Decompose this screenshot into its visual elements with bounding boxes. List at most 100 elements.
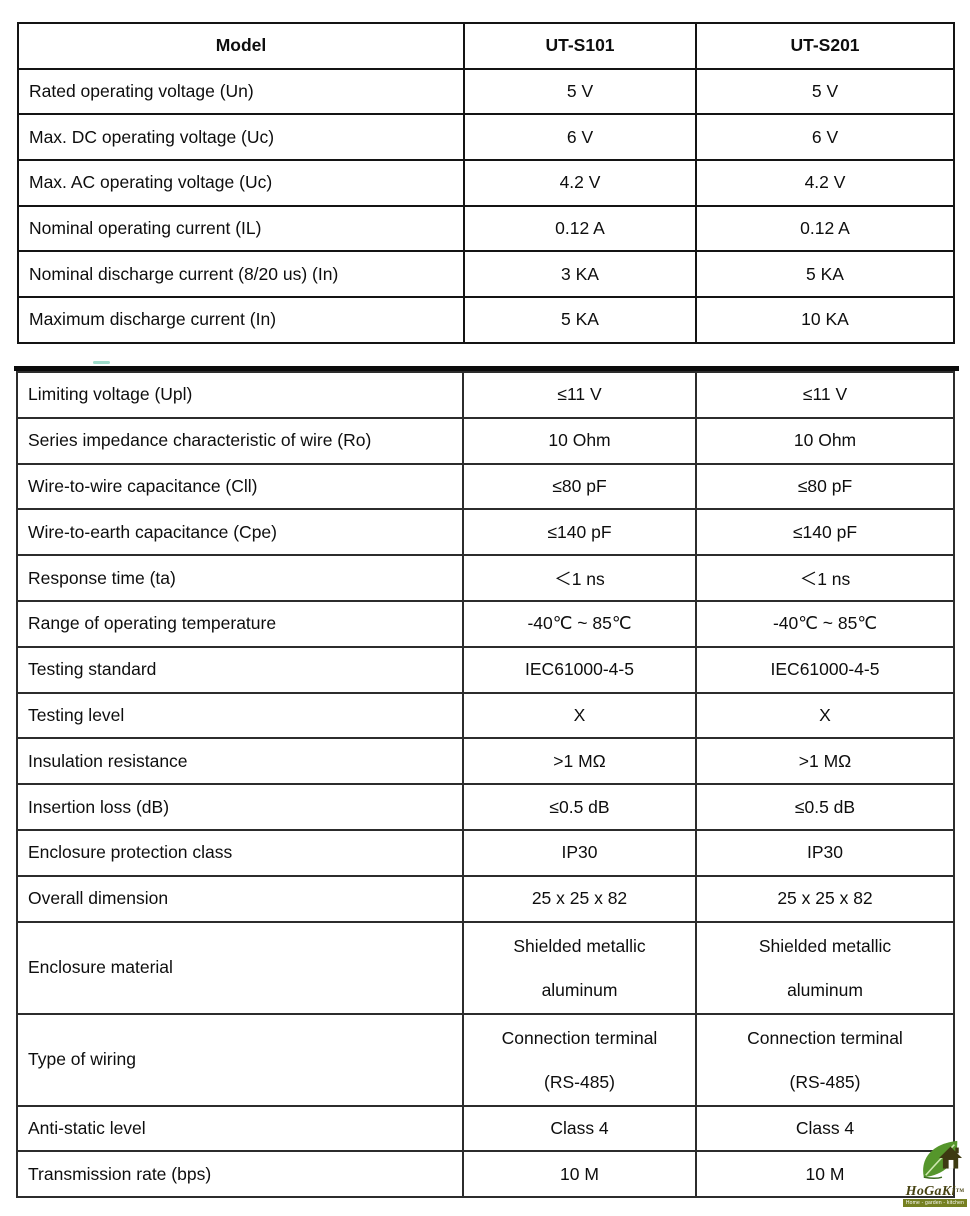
ut-s101-value: ≤11 V (462, 371, 697, 419)
ut-s201-value: 25 x 25 x 82 (695, 874, 955, 923)
characteristics-table: Limiting voltage (Upl) ≤11 V ≤11 V Serie… (16, 371, 955, 1199)
ut-s201-value: 6 V (695, 113, 955, 162)
row-label: Range of operating temperature (16, 599, 464, 648)
scan-artifact-mark (93, 361, 110, 364)
ut-s101-value: ≤0.5 dB (462, 783, 697, 831)
ratings-header-ut-s101: UT-S101 (463, 22, 697, 70)
ut-s201-value: 0.12 A (695, 204, 955, 253)
row-label: Overall dimension (16, 874, 464, 923)
ut-s201-value: >1 MΩ (695, 737, 955, 786)
table-row: Insulation resistance >1 MΩ >1 MΩ (16, 737, 955, 786)
ut-s201-value: ≤0.5 dB (695, 783, 955, 831)
row-label: Type of wiring (16, 1012, 464, 1107)
ut-s101-value: IEC61000-4-5 (462, 645, 697, 694)
row-label: Insertion loss (dB) (16, 783, 464, 831)
row-label: Enclosure protection class (16, 828, 464, 877)
ut-s201-value: Connection terminal (RS-485) (695, 1012, 955, 1107)
ut-s101-value: 10 Ohm (462, 416, 697, 465)
ut-s101-value: 5 V (463, 67, 697, 116)
table-row: Enclosure material Shielded metallic alu… (16, 920, 955, 1015)
row-label: Max. AC operating voltage (Uc) (17, 159, 465, 207)
ut-s101-value: Shielded metallic aluminum (462, 920, 697, 1015)
brand-watermark: HoGaKiTM Home - garden - kitchen (903, 1138, 967, 1207)
table-row: Response time (ta) ＜1 ns ＜1 ns (16, 554, 955, 602)
table-row: Testing standard IEC61000-4-5 IEC61000-4… (16, 645, 955, 694)
ut-s101-value: 10 M (462, 1150, 697, 1199)
row-label: Limiting voltage (Upl) (16, 371, 464, 419)
table-top-rule (14, 366, 959, 371)
table-row: Enclosure protection class IP30 IP30 (16, 828, 955, 877)
ut-s101-value: 6 V (463, 113, 697, 162)
ut-s101-value: Connection terminal (RS-485) (462, 1012, 697, 1107)
trademark-symbol: TM (955, 1189, 965, 1194)
row-label: Anti-static level (16, 1104, 464, 1153)
ratings-header-ut-s201: UT-S201 (695, 22, 955, 70)
ratings-header-row: Model UT-S101 UT-S201 (17, 22, 955, 70)
ut-s201-value: ≤140 pF (695, 508, 955, 557)
table-row: Overall dimension 25 x 25 x 82 25 x 25 x… (16, 874, 955, 923)
ut-s201-value: ＜1 ns (695, 554, 955, 602)
ut-s201-value: 5 KA (695, 250, 955, 299)
table-row: Wire-to-earth capacitance (Cpe) ≤140 pF … (16, 508, 955, 557)
table-row: Max. DC operating voltage (Uc) 6 V 6 V (17, 113, 955, 162)
table-row: Max. AC operating voltage (Uc) 4.2 V 4.2… (17, 159, 955, 207)
ut-s101-value: ＜1 ns (462, 554, 697, 602)
ut-s201-value: IEC61000-4-5 (695, 645, 955, 694)
ut-s101-value: IP30 (462, 828, 697, 877)
table-row: Insertion loss (dB) ≤0.5 dB ≤0.5 dB (16, 783, 955, 831)
ut-s201-value: ≤11 V (695, 371, 955, 419)
house-icon (939, 1146, 962, 1169)
ut-s101-value: -40℃ ~ 85℃ (462, 599, 697, 648)
row-label: Transmission rate (bps) (16, 1150, 464, 1199)
leaf-house-logo-icon (923, 1140, 962, 1179)
ut-s101-value: Class 4 (462, 1104, 697, 1153)
table-row: Limiting voltage (Upl) ≤11 V ≤11 V (16, 371, 955, 419)
ut-s101-value: 25 x 25 x 82 (462, 874, 697, 923)
row-label: Wire-to-wire capacitance (Cll) (16, 462, 464, 511)
row-label: Testing standard (16, 645, 464, 694)
ut-s101-value: 5 KA (463, 296, 697, 344)
row-label: Enclosure material (16, 920, 464, 1015)
row-label: Testing level (16, 691, 464, 740)
table-row: Testing level X X (16, 691, 955, 740)
ut-s201-value: 10 Ohm (695, 416, 955, 465)
ut-s201-value: X (695, 691, 955, 740)
table-row: Series impedance characteristic of wire … (16, 416, 955, 465)
row-label: Maximum discharge current (In) (17, 296, 465, 344)
table-row: Transmission rate (bps) 10 M 10 M (16, 1150, 955, 1199)
ut-s101-value: ≤80 pF (462, 462, 697, 511)
table-row: Type of wiring Connection terminal (RS-4… (16, 1012, 955, 1107)
table-row: Nominal operating current (IL) 0.12 A 0.… (17, 204, 955, 253)
row-label: Max. DC operating voltage (Uc) (17, 113, 465, 162)
row-label: Rated operating voltage (Un) (17, 67, 465, 116)
ut-s201-value: IP30 (695, 828, 955, 877)
brand-name: HoGaKiTM (905, 1184, 965, 1199)
row-label: Response time (ta) (16, 554, 464, 602)
table-row: Nominal discharge current (8/20 us) (In)… (17, 250, 955, 299)
row-label: Series impedance characteristic of wire … (16, 416, 464, 465)
row-label: Insulation resistance (16, 737, 464, 786)
row-label: Nominal operating current (IL) (17, 204, 465, 253)
row-label: Nominal discharge current (8/20 us) (In) (17, 250, 465, 299)
ut-s101-value: 0.12 A (463, 204, 697, 253)
ratings-table: Model UT-S101 UT-S201 Rated operating vo… (17, 22, 955, 344)
table-row: Maximum discharge current (In) 5 KA 10 K… (17, 296, 955, 344)
brand-tagline: Home - garden - kitchen (903, 1199, 967, 1207)
ut-s201-value: 10 KA (695, 296, 955, 344)
ut-s101-value: X (462, 691, 697, 740)
ut-s101-value: >1 MΩ (462, 737, 697, 786)
table-row: Range of operating temperature -40℃ ~ 85… (16, 599, 955, 648)
ut-s201-value: Shielded metallic aluminum (695, 920, 955, 1015)
ut-s201-value: -40℃ ~ 85℃ (695, 599, 955, 648)
ut-s101-value: 3 KA (463, 250, 697, 299)
table-row: Anti-static level Class 4 Class 4 (16, 1104, 955, 1153)
table-row: Wire-to-wire capacitance (Cll) ≤80 pF ≤8… (16, 462, 955, 511)
ut-s101-value: 4.2 V (463, 159, 697, 207)
ut-s201-value: 5 V (695, 67, 955, 116)
ut-s201-value: 10 M (695, 1150, 955, 1199)
ut-s101-value: ≤140 pF (462, 508, 697, 557)
ratings-header-model: Model (17, 22, 465, 70)
ut-s201-value: ≤80 pF (695, 462, 955, 511)
ut-s201-value: 4.2 V (695, 159, 955, 207)
row-label: Wire-to-earth capacitance (Cpe) (16, 508, 464, 557)
